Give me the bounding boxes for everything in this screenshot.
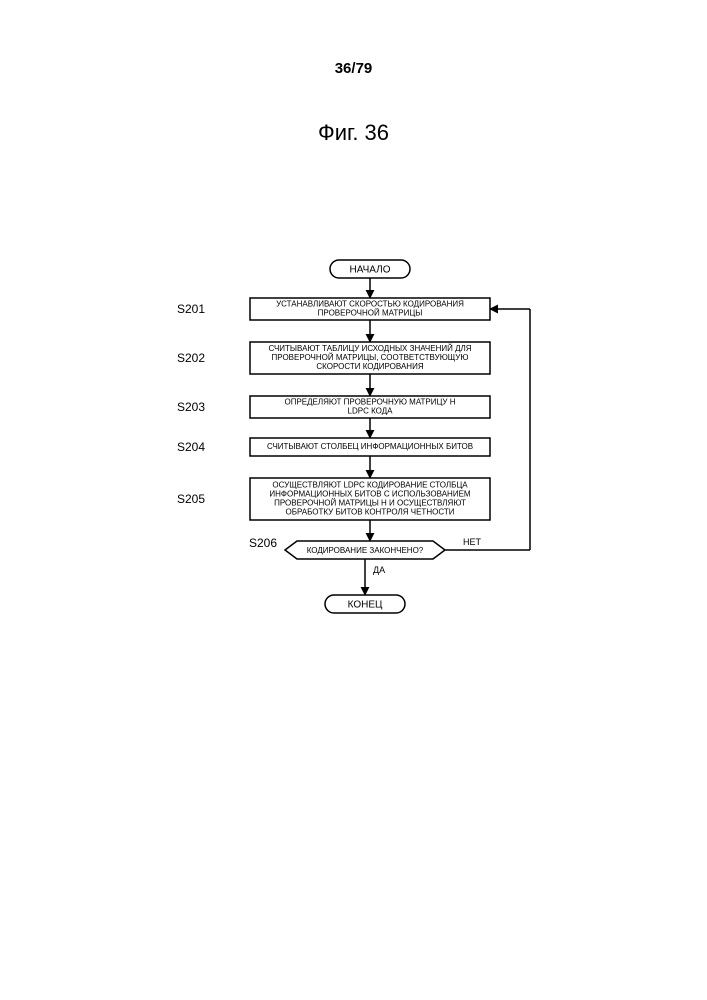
svg-text:ПРОВЕРОЧНОЙ МАТРИЦЫ H И ОСУЩЕС: ПРОВЕРОЧНОЙ МАТРИЦЫ H И ОСУЩЕСТВЛЯЮТ [274,499,466,508]
svg-text:СЧИТЫВАЮТ СТОЛБЕЦ ИНФОРМАЦИОНН: СЧИТЫВАЮТ СТОЛБЕЦ ИНФОРМАЦИОННЫХ БИТОВ [267,442,473,451]
svg-text:ОПРЕДЕЛЯЮТ ПРОВЕРОЧНУЮ МАТРИЦУ: ОПРЕДЕЛЯЮТ ПРОВЕРОЧНУЮ МАТРИЦУ H [284,398,455,407]
step-label: S204 [177,440,205,454]
svg-text:LDPC КОДА: LDPC КОДА [348,407,394,416]
svg-text:ПРОВЕРОЧНОЙ МАТРИЦЫ, СООТВЕТСТ: ПРОВЕРОЧНОЙ МАТРИЦЫ, СООТВЕТСТВУЮЩУЮ [272,353,469,362]
branch-no: НЕТ [463,537,482,547]
svg-text:ПРОВЕРОЧНОЙ МАТРИЦЫ: ПРОВЕРОЧНОЙ МАТРИЦЫ [318,309,423,318]
svg-text:ИНФОРМАЦИОННЫХ БИТОВ С ИСПОЛЬЗ: ИНФОРМАЦИОННЫХ БИТОВ С ИСПОЛЬЗОВАНИЕМ [269,490,471,499]
step-label: S205 [177,492,205,506]
step-label: S202 [177,351,205,365]
svg-text:КОНЕЦ: КОНЕЦ [348,600,383,611]
step-label: S203 [177,400,205,414]
flowchart-svg: НАЧАЛО УСТАНАВЛИВАЮТ СКОРОСТЬЮ КОДИРОВАНИ… [0,0,707,1000]
svg-text:КОДИРОВАНИЕ ЗАКОНЧЕНО?: КОДИРОВАНИЕ ЗАКОНЧЕНО? [307,546,424,555]
svg-text:ОСУЩЕСТВЛЯЮТ LDPC КОДИРОВАНИЕ: ОСУЩЕСТВЛЯЮТ LDPC КОДИРОВАНИЕ СТОЛБЦА [272,481,468,490]
svg-text:УСТАНАВЛИВАЮТ СКОРОСТЬЮ КОДИРО: УСТАНАВЛИВАЮТ СКОРОСТЬЮ КОДИРОВАНИЯ [276,300,464,309]
step-label: S201 [177,302,205,316]
svg-text:ОБРАБОТКУ БИТОВ КОНТРОЛЯ ЧЕТНО: ОБРАБОТКУ БИТОВ КОНТРОЛЯ ЧЕТНОСТИ [286,508,455,517]
svg-text:СЧИТЫВАЮТ ТАБЛИЦУ ИСХОДНЫХ ЗНА: СЧИТЫВАЮТ ТАБЛИЦУ ИСХОДНЫХ ЗНАЧЕНИЙ ДЛЯ [268,344,471,353]
branch-yes: ДА [373,565,385,575]
svg-text:СКОРОСТИ КОДИРОВАНИЯ: СКОРОСТИ КОДИРОВАНИЯ [316,362,423,371]
svg-text:НАЧАЛО: НАЧАЛО [349,265,390,276]
step-label: S206 [249,536,277,550]
